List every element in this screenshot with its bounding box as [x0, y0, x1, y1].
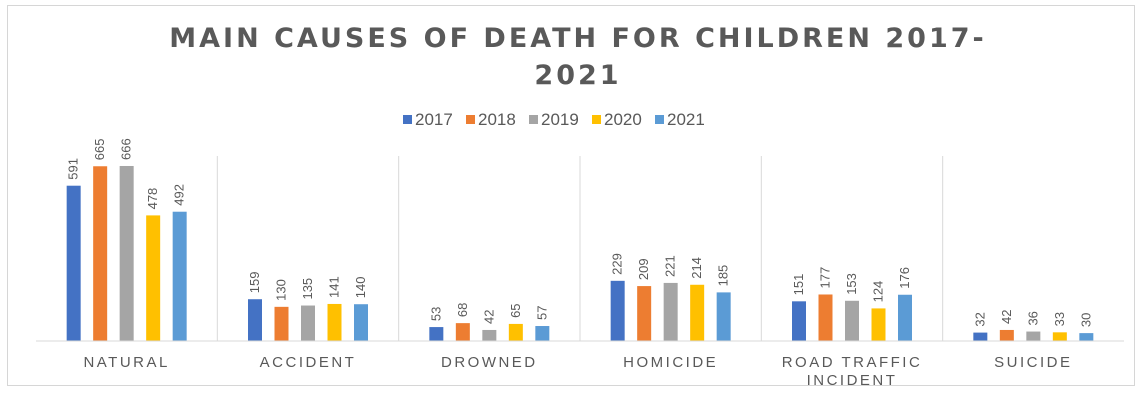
bar-drowned-2019: [482, 329, 497, 341]
data-label-drowned-2017: 53: [428, 307, 443, 321]
data-label-suicide-2021: 30: [1078, 313, 1093, 327]
legend-label-2021: 2021: [667, 110, 705, 129]
data-label-accident-2019: 135: [300, 278, 315, 300]
bar-suicide-2020: [1052, 332, 1067, 341]
category-labels: NATURAL ACCIDENT DROWNED HOMICIDE ROAD TRAFF…: [83, 354, 1072, 389]
data-label-road-traffic-incident-2020: 124: [871, 281, 886, 303]
legend-swatch-2020: [592, 115, 601, 124]
chart-title-line-1: MAIN CAUSES OF DEATH FOR CHILDREN 2017-: [169, 23, 986, 54]
category-label-drowned: DROWNED: [441, 354, 538, 371]
data-label-drowned-2020: 65: [508, 303, 523, 317]
bar-accident-2021: [354, 304, 368, 341]
bar-suicide-2017: [973, 332, 988, 341]
bar-natural-2018: [93, 166, 108, 341]
bar-drowned-2017: [429, 327, 444, 341]
bar-suicide-2021: [1079, 333, 1094, 341]
bar-road-traffic-incident-2019: [845, 300, 859, 341]
category-label-homicide: HOMICIDE: [623, 354, 718, 371]
data-label-homicide-2020: 214: [689, 257, 704, 279]
bar-drowned-2021: [535, 326, 550, 341]
bar-natural-2017: [66, 185, 81, 341]
data-label-suicide-2017: 32: [972, 312, 987, 326]
data-label-drowned-2021: 57: [534, 306, 549, 320]
bar-natural-2019: [119, 165, 134, 341]
category-label-suicide: SUICIDE: [994, 354, 1072, 371]
bar-homicide-2019: [663, 282, 678, 341]
bar-road-traffic-incident-2017: [792, 301, 806, 341]
bar-accident-2019: [301, 305, 315, 341]
data-label-road-traffic-incident-2019: 153: [844, 273, 859, 295]
data-label-road-traffic-incident-2017: 151: [791, 274, 806, 296]
data-label-accident-2018: 130: [274, 279, 289, 301]
bar-accident-2018: [274, 306, 289, 341]
bar-homicide-2017: [610, 280, 625, 341]
category-label-road-traffic-incident-line-1: ROAD TRAFFIC: [782, 354, 923, 371]
data-label-accident-2017: 159: [247, 272, 262, 294]
chart-frame: [7, 5, 1135, 386]
bar-suicide-2019: [1026, 331, 1041, 341]
data-label-natural-2020: 478: [145, 188, 160, 210]
data-label-accident-2020: 141: [327, 276, 342, 298]
data-label-homicide-2018: 209: [636, 258, 651, 280]
legend-label-2018: 2018: [478, 110, 516, 129]
legend-swatch-2019: [529, 115, 538, 124]
bar-homicide-2021: [716, 292, 731, 341]
chart-legend: 2017 2018 2019 2020 2021: [403, 110, 705, 129]
category-separators: [216, 156, 944, 341]
legend-label-2019: 2019: [541, 110, 579, 129]
bar-road-traffic-incident-2020: [871, 308, 886, 341]
data-label-homicide-2017: 229: [610, 253, 625, 275]
category-label-accident: ACCIDENT: [260, 354, 357, 371]
data-label-suicide-2018: 42: [999, 309, 1014, 323]
bars-layer: [66, 165, 1094, 341]
data-label-suicide-2020: 33: [1052, 312, 1067, 326]
legend-label-2020: 2020: [604, 110, 642, 129]
data-label-drowned-2019: 42: [481, 309, 496, 323]
legend-swatch-2018: [466, 115, 475, 124]
data-label-road-traffic-incident-2021: 176: [897, 267, 912, 289]
data-label-drowned-2018: 68: [455, 303, 470, 317]
legend-swatch-2017: [403, 115, 412, 124]
bar-natural-2021: [172, 211, 187, 341]
data-label-natural-2021: 492: [172, 184, 187, 206]
data-labels-layer: 591 665 666 478 492 159 130 135 141 140 53 68 42 65 57…: [66, 138, 1094, 327]
bar-accident-2020: [327, 303, 342, 341]
category-label-road-traffic-incident-line-2: INCIDENT: [807, 372, 898, 389]
bar-suicide-2018: [999, 329, 1014, 341]
bar-road-traffic-incident-2021: [898, 294, 912, 341]
data-label-natural-2018: 665: [92, 139, 107, 161]
data-label-road-traffic-incident-2018: 177: [818, 267, 833, 289]
data-label-natural-2019: 666: [119, 138, 134, 160]
chart-title-line-2: 2021: [534, 60, 621, 91]
data-label-natural-2017: 591: [66, 158, 81, 180]
legend-swatch-2021: [655, 115, 664, 124]
bar-drowned-2020: [508, 323, 523, 341]
data-label-homicide-2021: 185: [716, 265, 731, 287]
bar-accident-2017: [248, 299, 262, 341]
data-label-suicide-2019: 36: [1025, 311, 1040, 325]
bar-homicide-2018: [637, 286, 652, 341]
category-label-natural: NATURAL: [83, 354, 169, 371]
bar-homicide-2020: [690, 284, 705, 341]
legend-label-2017: 2017: [415, 110, 453, 129]
bar-drowned-2018: [455, 323, 470, 341]
data-label-accident-2021: 140: [353, 277, 368, 299]
data-label-homicide-2019: 221: [663, 255, 678, 277]
bar-natural-2020: [146, 215, 161, 341]
bar-road-traffic-incident-2018: [818, 294, 833, 341]
